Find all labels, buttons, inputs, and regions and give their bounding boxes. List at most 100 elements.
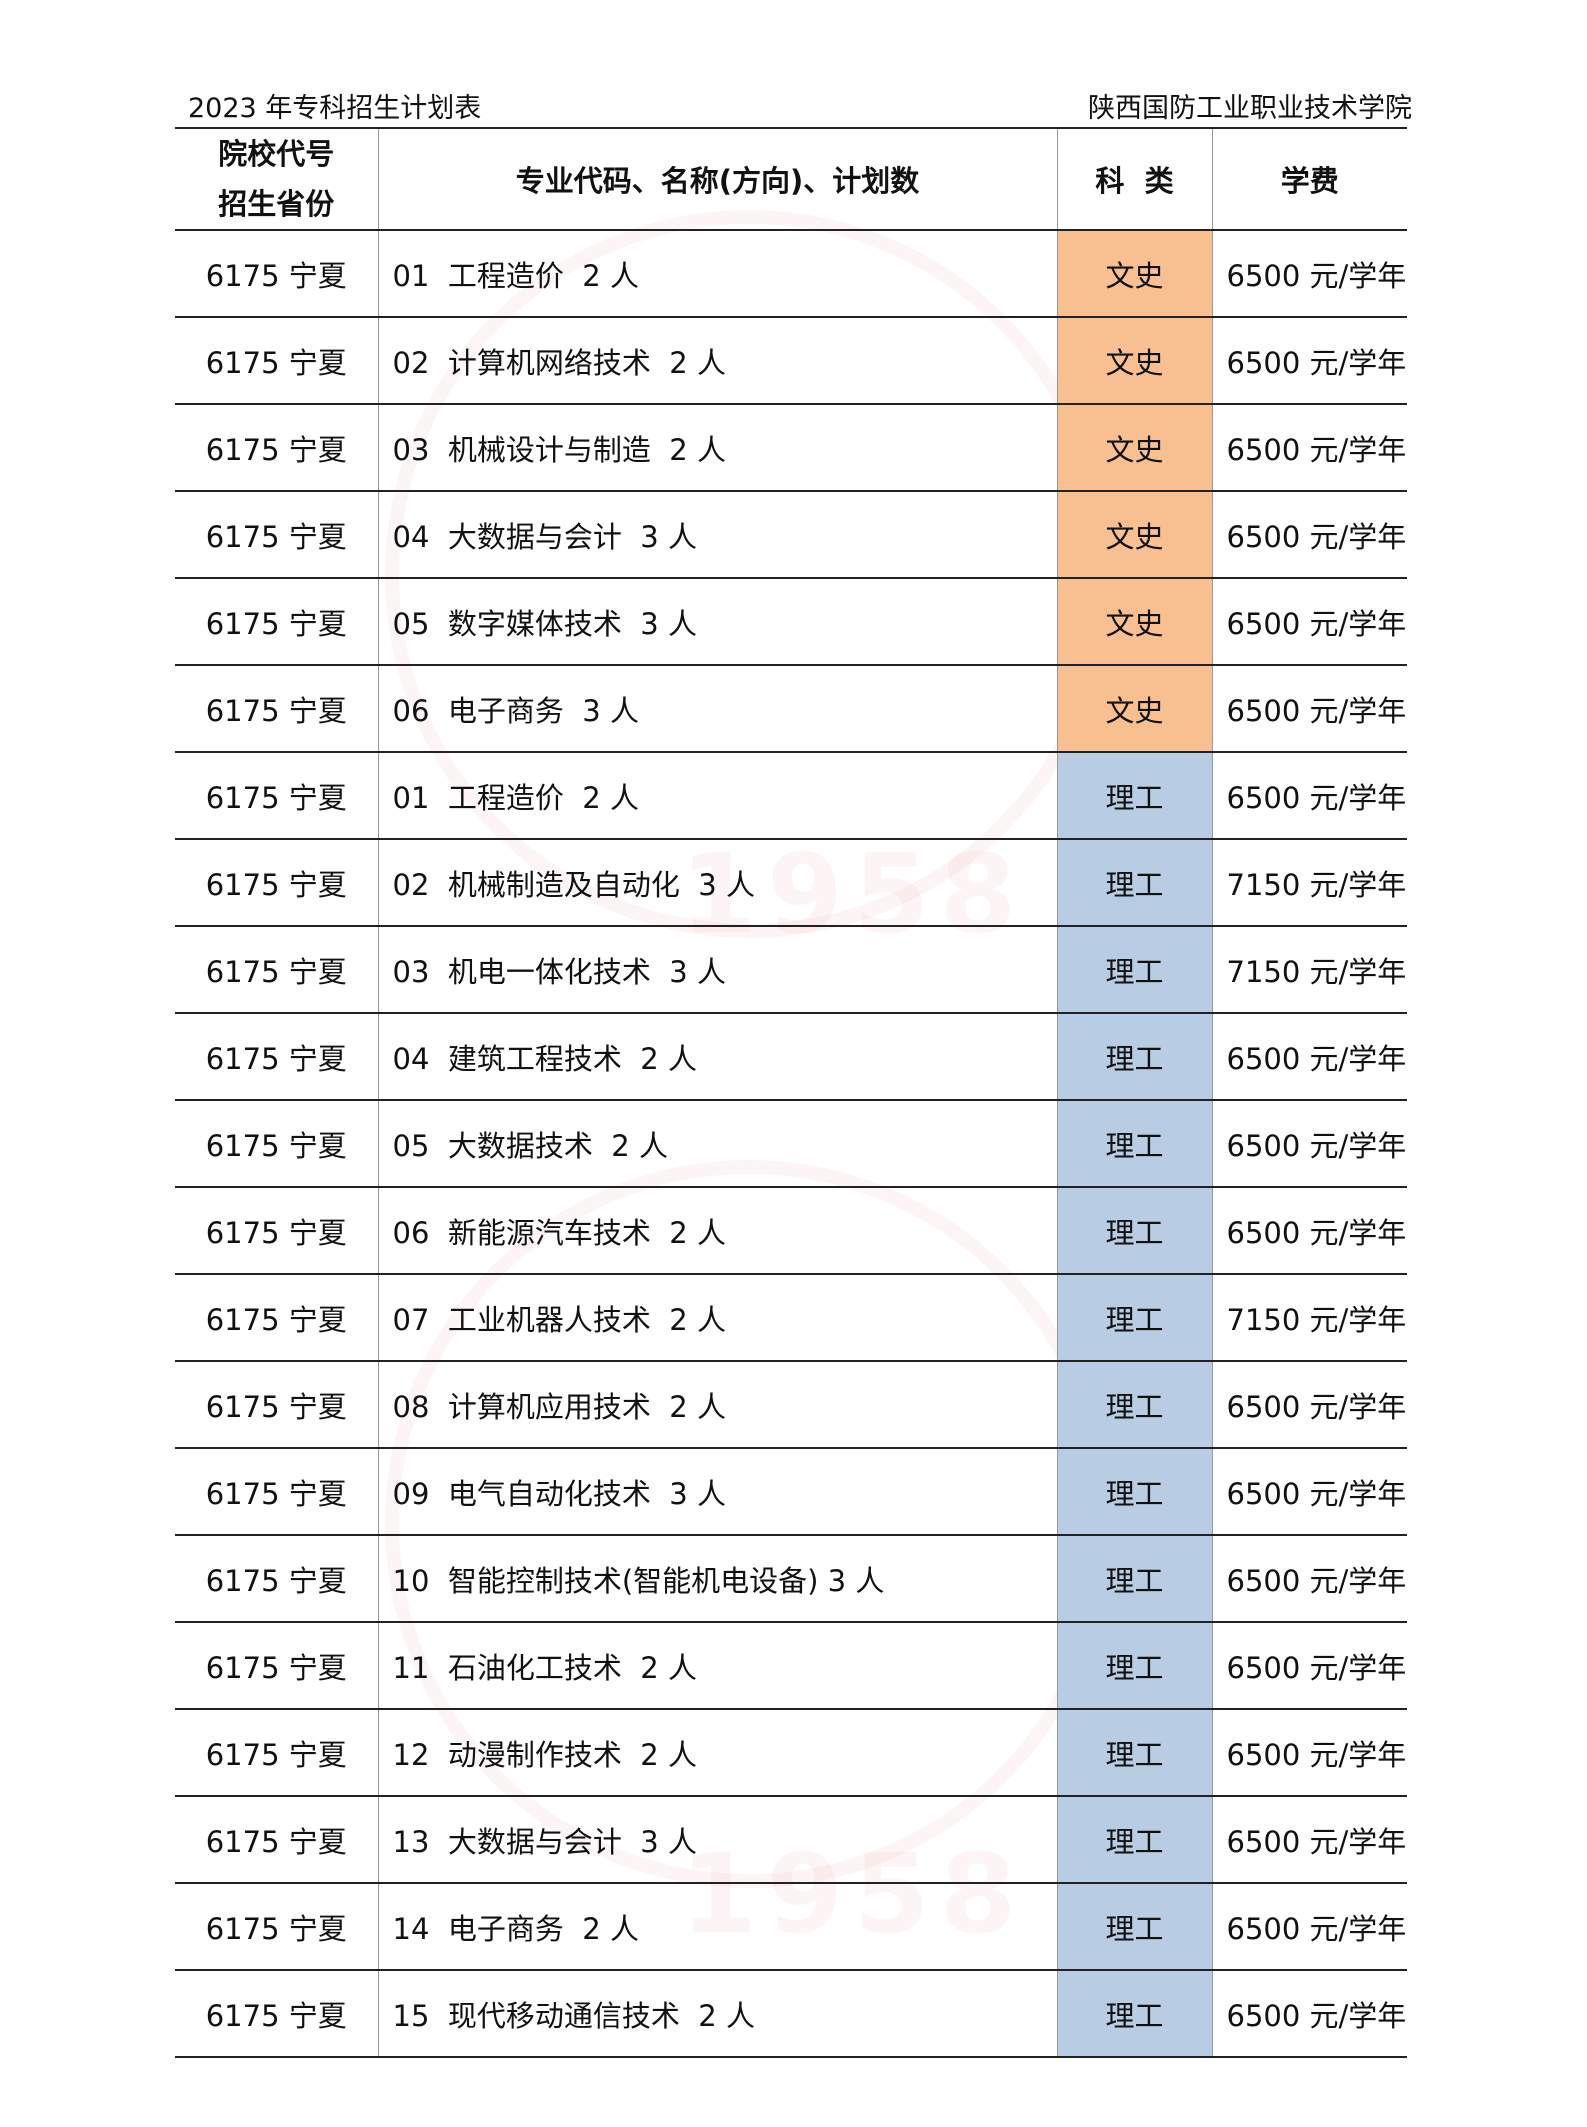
header-school-code: 院校代号 xyxy=(218,137,335,171)
fee-cell: 6500 元/学年 xyxy=(1211,1883,1407,1971)
major-cell: 12 动漫制作技术 2 人 xyxy=(377,1709,1057,1797)
category-cell: 理工 xyxy=(1056,1970,1212,2058)
table-row: 6175 宁夏 07 工业机器人技术 2 人理工 7150 元/学年 xyxy=(175,1274,1407,1362)
major-cell: 11 石油化工技术 2 人 xyxy=(377,1622,1057,1710)
school-code-cell: 6175 宁夏 xyxy=(175,1274,378,1362)
fee-cell: 7150 元/学年 xyxy=(1211,839,1407,927)
major-cell: 14 电子商务 2 人 xyxy=(377,1883,1057,1971)
table-row: 6175 宁夏 06 电子商务 3 人文史 6500 元/学年 xyxy=(175,665,1407,753)
category-cell: 理工 xyxy=(1056,1013,1212,1101)
major-cell: 03 机电一体化技术 3 人 xyxy=(377,926,1057,1014)
fee-cell: 6500 元/学年 xyxy=(1211,1013,1407,1101)
category-cell: 理工 xyxy=(1056,1361,1212,1449)
school-code-cell: 6175 宁夏 xyxy=(175,839,378,927)
header-school-code-province: 院校代号 招生省份 xyxy=(175,127,378,231)
school-code-cell: 6175 宁夏 xyxy=(175,1361,378,1449)
major-cell: 06 电子商务 3 人 xyxy=(377,665,1057,753)
school-code-cell: 6175 宁夏 xyxy=(175,926,378,1014)
fee-cell: 6500 元/学年 xyxy=(1211,1535,1407,1623)
category-cell: 理工 xyxy=(1056,1709,1212,1797)
major-cell: 10 智能控制技术(智能机电设备) 3 人 xyxy=(377,1535,1057,1623)
category-cell: 文史 xyxy=(1056,230,1212,318)
fee-cell: 6500 元/学年 xyxy=(1211,578,1407,666)
major-cell: 01 工程造价 2 人 xyxy=(377,230,1057,318)
school-code-cell: 6175 宁夏 xyxy=(175,1883,378,1971)
school-code-cell: 6175 宁夏 xyxy=(175,1187,378,1275)
category-cell: 理工 xyxy=(1056,1622,1212,1710)
fee-cell: 6500 元/学年 xyxy=(1211,1970,1407,2058)
category-cell: 理工 xyxy=(1056,1883,1212,1971)
fee-cell: 6500 元/学年 xyxy=(1211,1187,1407,1275)
major-cell: 13 大数据与会计 3 人 xyxy=(377,1796,1057,1884)
fee-cell: 7150 元/学年 xyxy=(1211,926,1407,1014)
school-code-cell: 6175 宁夏 xyxy=(175,404,378,492)
header-category: 科 类 xyxy=(1056,127,1212,231)
fee-cell: 6500 元/学年 xyxy=(1211,404,1407,492)
school-code-cell: 6175 宁夏 xyxy=(175,1448,378,1536)
table-row: 6175 宁夏 04 建筑工程技术 2 人理工 6500 元/学年 xyxy=(175,1013,1407,1101)
table-row: 6175 宁夏 05 大数据技术 2 人理工 6500 元/学年 xyxy=(175,1100,1407,1188)
major-cell: 01 工程造价 2 人 xyxy=(377,752,1057,840)
school-code-cell: 6175 宁夏 xyxy=(175,1970,378,2058)
category-cell: 文史 xyxy=(1056,491,1212,579)
category-cell: 理工 xyxy=(1056,1100,1212,1188)
school-code-cell: 6175 宁夏 xyxy=(175,752,378,840)
table-row: 6175 宁夏 01 工程造价 2 人理工 6500 元/学年 xyxy=(175,752,1407,840)
table-row: 6175 宁夏 11 石油化工技术 2 人理工 6500 元/学年 xyxy=(175,1622,1407,1710)
school-code-cell: 6175 宁夏 xyxy=(175,230,378,318)
major-cell: 15 现代移动通信技术 2 人 xyxy=(377,1970,1057,2058)
enrollment-plan-table: 院校代号 招生省份 专业代码、名称(方向)、计划数 科 类 学费 6175 宁夏… xyxy=(175,127,1407,2058)
fee-cell: 6500 元/学年 xyxy=(1211,1796,1407,1884)
table-header-row: 院校代号 招生省份 专业代码、名称(方向)、计划数 科 类 学费 xyxy=(175,127,1407,231)
category-cell: 理工 xyxy=(1056,926,1212,1014)
fee-cell: 6500 元/学年 xyxy=(1211,1100,1407,1188)
category-cell: 理工 xyxy=(1056,839,1212,927)
major-cell: 02 机械制造及自动化 3 人 xyxy=(377,839,1057,927)
major-cell: 04 大数据与会计 3 人 xyxy=(377,491,1057,579)
fee-cell: 6500 元/学年 xyxy=(1211,1622,1407,1710)
category-cell: 理工 xyxy=(1056,1274,1212,1362)
institution-name: 陕西国防工业职业技术学院 xyxy=(1088,93,1412,124)
category-cell: 理工 xyxy=(1056,752,1212,840)
table-row: 6175 宁夏 15 现代移动通信技术 2 人理工 6500 元/学年 xyxy=(175,1970,1407,2058)
school-code-cell: 6175 宁夏 xyxy=(175,491,378,579)
major-cell: 09 电气自动化技术 3 人 xyxy=(377,1448,1057,1536)
category-cell: 理工 xyxy=(1056,1448,1212,1536)
school-code-cell: 6175 宁夏 xyxy=(175,1622,378,1710)
fee-cell: 6500 元/学年 xyxy=(1211,1709,1407,1797)
fee-cell: 6500 元/学年 xyxy=(1211,752,1407,840)
table-row: 6175 宁夏 12 动漫制作技术 2 人理工 6500 元/学年 xyxy=(175,1709,1407,1797)
major-cell: 05 数字媒体技术 3 人 xyxy=(377,578,1057,666)
major-cell: 08 计算机应用技术 2 人 xyxy=(377,1361,1057,1449)
category-cell: 理工 xyxy=(1056,1796,1212,1884)
fee-cell: 6500 元/学年 xyxy=(1211,317,1407,405)
table-row: 6175 宁夏 03 机械设计与制造 2 人文史 6500 元/学年 xyxy=(175,404,1407,492)
table-row: 6175 宁夏 05 数字媒体技术 3 人文史 6500 元/学年 xyxy=(175,578,1407,666)
major-cell: 03 机械设计与制造 2 人 xyxy=(377,404,1057,492)
header-province: 招生省份 xyxy=(218,187,335,221)
fee-cell: 6500 元/学年 xyxy=(1211,1361,1407,1449)
school-code-cell: 6175 宁夏 xyxy=(175,578,378,666)
school-code-cell: 6175 宁夏 xyxy=(175,1796,378,1884)
school-code-cell: 6175 宁夏 xyxy=(175,665,378,753)
school-code-cell: 6175 宁夏 xyxy=(175,317,378,405)
category-cell: 理工 xyxy=(1056,1535,1212,1623)
school-code-cell: 6175 宁夏 xyxy=(175,1709,378,1797)
fee-cell: 7150 元/学年 xyxy=(1211,1274,1407,1362)
table-row: 6175 宁夏 09 电气自动化技术 3 人理工 6500 元/学年 xyxy=(175,1448,1407,1536)
major-cell: 06 新能源汽车技术 2 人 xyxy=(377,1187,1057,1275)
header-fee: 学费 xyxy=(1211,127,1407,231)
school-code-cell: 6175 宁夏 xyxy=(175,1535,378,1623)
category-cell: 文史 xyxy=(1056,317,1212,405)
table-row: 6175 宁夏 04 大数据与会计 3 人文史 6500 元/学年 xyxy=(175,491,1407,579)
table-row: 6175 宁夏 10 智能控制技术(智能机电设备) 3 人理工 6500 元/学年 xyxy=(175,1535,1407,1623)
category-cell: 文史 xyxy=(1056,404,1212,492)
table-row: 6175 宁夏 14 电子商务 2 人理工 6500 元/学年 xyxy=(175,1883,1407,1971)
table-row: 6175 宁夏 03 机电一体化技术 3 人理工 7150 元/学年 xyxy=(175,926,1407,1014)
major-cell: 05 大数据技术 2 人 xyxy=(377,1100,1057,1188)
table-row: 6175 宁夏 13 大数据与会计 3 人理工 6500 元/学年 xyxy=(175,1796,1407,1884)
major-cell: 04 建筑工程技术 2 人 xyxy=(377,1013,1057,1101)
table-row: 6175 宁夏 02 计算机网络技术 2 人文史 6500 元/学年 xyxy=(175,317,1407,405)
category-cell: 文史 xyxy=(1056,665,1212,753)
table-row: 6175 宁夏 08 计算机应用技术 2 人理工 6500 元/学年 xyxy=(175,1361,1407,1449)
